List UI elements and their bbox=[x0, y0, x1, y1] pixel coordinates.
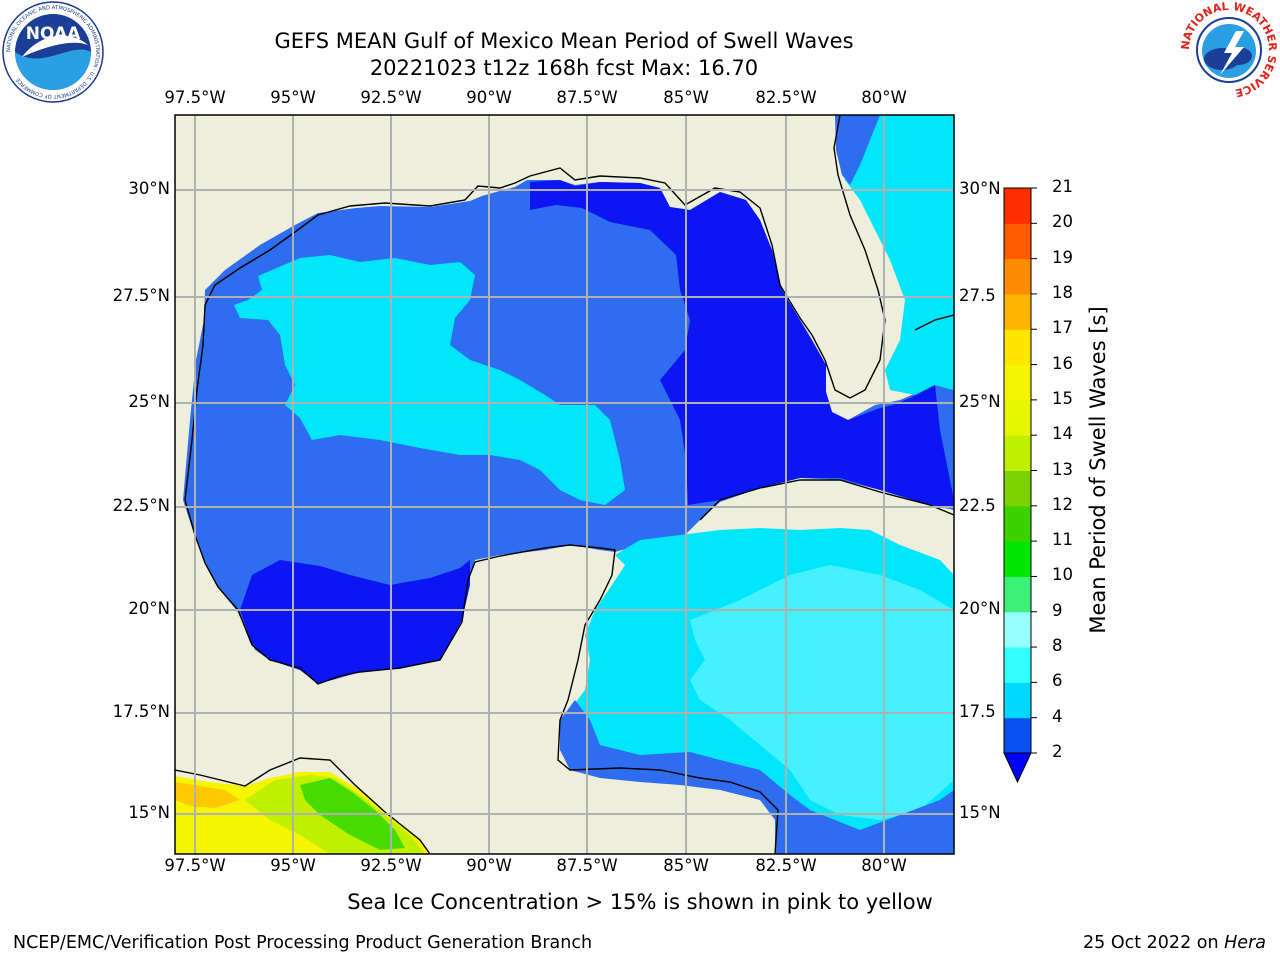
latitude-left-tick: 20°N bbox=[128, 599, 170, 618]
swell-field-gulf-deep-blue-south bbox=[240, 560, 470, 684]
colorbar-tick-label: 13 bbox=[1052, 459, 1073, 479]
latitude-left-tick: 17.5°N bbox=[112, 702, 170, 721]
colorbar-swatch bbox=[1004, 541, 1031, 577]
latitude-right-tick: 27.5 bbox=[959, 286, 996, 305]
map-frame bbox=[174, 114, 955, 855]
longitude-bot-tick: 80°W bbox=[861, 856, 907, 875]
swell-field-caribbean-blue-edge bbox=[560, 700, 954, 854]
colorbar-swatch bbox=[1004, 682, 1031, 719]
latitude-left-tick: 22.5°N bbox=[112, 496, 170, 515]
colorbar-tick-label: 17 bbox=[1052, 318, 1073, 338]
colorbar-swatch bbox=[1004, 223, 1031, 260]
colorbar-swatch bbox=[1004, 717, 1031, 754]
graticule-gridlines bbox=[175, 115, 954, 854]
swell-field-gulf-cyan-core bbox=[234, 255, 625, 505]
map-subtitle-forecast: 20221023 t12z 168h fcst Max: 16.70 bbox=[369, 56, 759, 80]
colorbar-tick-label: 18 bbox=[1052, 282, 1073, 302]
longitude-top-tick: 80°W bbox=[861, 88, 907, 107]
colorbar-tick-label: 12 bbox=[1052, 494, 1073, 514]
colorbar-tick-label: 6 bbox=[1052, 671, 1063, 691]
colorbar-tick-label: 14 bbox=[1052, 424, 1073, 444]
latitude-right-tick: 20°N bbox=[959, 599, 1001, 618]
swell-field-florida-straits-blue bbox=[878, 385, 954, 505]
colorbar-swatch bbox=[1004, 576, 1031, 613]
longitude-top-tick: 90°W bbox=[466, 88, 512, 107]
longitude-bot-tick: 82.5°W bbox=[755, 856, 817, 875]
longitude-bot-tick: 97.5°W bbox=[164, 856, 226, 875]
longitude-bot-tick: 87.5°W bbox=[556, 856, 618, 875]
footer-organization: NCEP/EMC/Verification Post Processing Pr… bbox=[13, 933, 593, 953]
colorbar-tick-label: 15 bbox=[1052, 388, 1073, 408]
longitude-top-tick: 95°W bbox=[270, 88, 316, 107]
footer-host: Hera bbox=[1224, 933, 1266, 953]
latitude-left-tick: 27.5°N bbox=[112, 286, 170, 305]
colorbar-swatch bbox=[1004, 435, 1031, 471]
colorbar-swatch bbox=[1004, 329, 1031, 366]
latitude-right-tick: 25°N bbox=[959, 392, 1001, 411]
latitude-left-tick: 30°N bbox=[128, 179, 170, 198]
colorbar-tick-label: 21 bbox=[1052, 177, 1073, 196]
colorbar-tick-label: 4 bbox=[1052, 706, 1063, 726]
colorbar-tick-label: 16 bbox=[1052, 353, 1073, 373]
colorbar-swatch bbox=[1004, 188, 1031, 224]
nws-logo: NATIONAL WEATHER SERVICE bbox=[1180, 1, 1278, 99]
colorbar-swatch bbox=[1004, 293, 1031, 330]
noaa-logo-text: NOAA bbox=[26, 24, 81, 44]
latitude-right-tick: 17.5 bbox=[959, 702, 996, 721]
swell-field-pacific-orange bbox=[175, 782, 240, 808]
longitude-bot-tick: 85°W bbox=[663, 856, 709, 875]
colorbar-title: Mean Period of Swell Waves [s] bbox=[1086, 306, 1110, 634]
latitude-left-tick: 15°N bbox=[128, 803, 170, 822]
colorbar-tick-label: 11 bbox=[1052, 530, 1073, 550]
swell-field-gulf-deep-blue-east bbox=[530, 180, 954, 508]
colorbar-tick-label: 8 bbox=[1052, 636, 1063, 656]
longitude-top-tick: 97.5°W bbox=[164, 88, 226, 107]
sea-ice-note: Sea Ice Concentration > 15% is shown in … bbox=[347, 890, 933, 914]
latitude-right-tick: 15°N bbox=[959, 803, 1001, 822]
colorbar-swatch bbox=[1004, 399, 1031, 436]
longitude-top-tick: 87.5°W bbox=[556, 88, 618, 107]
colorbar-swatch bbox=[1004, 611, 1031, 648]
longitude-bot-tick: 92.5°W bbox=[360, 856, 422, 875]
colorbar-swatch bbox=[1004, 470, 1031, 507]
coastlines bbox=[175, 115, 954, 854]
colorbar-extend-triangle bbox=[1003, 752, 1032, 784]
latitude-left-tick: 25°N bbox=[128, 392, 170, 411]
colorbar-swatch bbox=[1004, 364, 1031, 401]
longitude-bot-tick: 90°W bbox=[466, 856, 512, 875]
longitude-bot-tick: 95°W bbox=[270, 856, 316, 875]
colorbar-tick-label: 2 bbox=[1052, 742, 1063, 761]
colorbar-tick-label: 9 bbox=[1052, 600, 1063, 620]
colorbar-tick-label: 20 bbox=[1052, 212, 1073, 232]
longitude-top-tick: 82.5°W bbox=[755, 88, 817, 107]
map-title: GEFS MEAN Gulf of Mexico Mean Period of … bbox=[274, 29, 854, 53]
colorbar-swatch bbox=[1004, 505, 1031, 542]
noaa-logo: NOAA NATIONAL OCEANIC AND ATMOSPHERIC AD… bbox=[2, 1, 104, 103]
longitude-top-tick: 92.5°W bbox=[360, 88, 422, 107]
swell-field-atlantic-blue bbox=[835, 115, 880, 185]
longitude-top-tick: 85°W bbox=[663, 88, 709, 107]
colorbar-swatch bbox=[1004, 258, 1031, 295]
latitude-right-tick: 30°N bbox=[959, 179, 1001, 198]
footer-date: 25 Oct 2022 on bbox=[1083, 933, 1225, 953]
colorbar-tick-label: 19 bbox=[1052, 247, 1073, 267]
swell-field-caribbean-light-cyan bbox=[690, 565, 954, 820]
colorbar-swatch bbox=[1004, 647, 1031, 683]
colorbar-tick-label: 10 bbox=[1052, 565, 1073, 585]
footer-date-host: 25 Oct 2022 on Hera bbox=[1083, 933, 1266, 953]
colorbar bbox=[1003, 187, 1037, 784]
latitude-right-tick: 22.5 bbox=[959, 496, 996, 515]
